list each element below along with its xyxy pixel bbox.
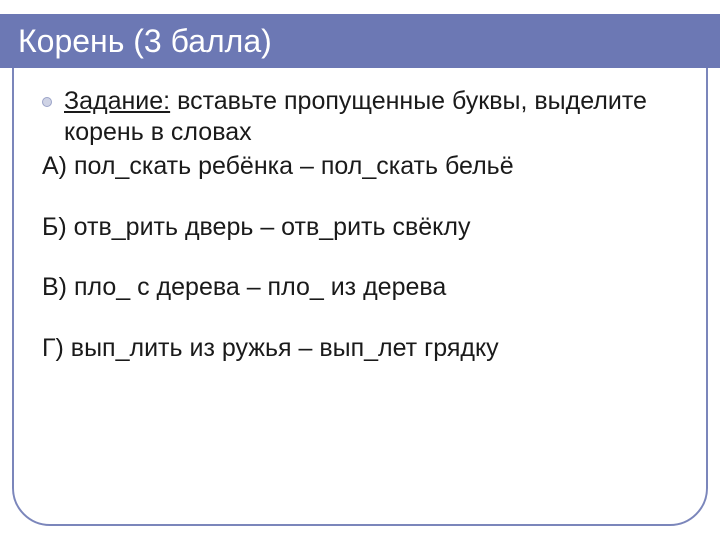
title-bar: Корень (3 балла) <box>0 14 720 68</box>
task-row: Задание: вставьте пропущенные буквы, выд… <box>42 86 690 147</box>
bullet-icon <box>42 86 64 116</box>
content-area: Задание: вставьте пропущенные буквы, выд… <box>42 86 690 363</box>
task-label: Задание: <box>64 87 170 115</box>
list-item: Г) вып_лить из ружья – вып_лет грядку <box>42 333 690 364</box>
item-text: Б) отв_рить дверь – отв_рить свёклу <box>42 213 470 241</box>
list-item: А) пол_скать ребёнка – пол_скать бельё <box>42 151 690 182</box>
item-text: В) пло_ с дерева – пло_ из дерева <box>42 273 446 301</box>
item-text: А) пол_скать ребёнка – пол_скать бельё <box>42 152 514 180</box>
list-item: Б) отв_рить дверь – отв_рить свёклу <box>42 212 690 243</box>
task-text: Задание: вставьте пропущенные буквы, выд… <box>64 86 690 147</box>
slide-title: Корень (3 балла) <box>18 23 272 60</box>
slide: Корень (3 балла) Задание: вставьте пропу… <box>0 0 720 540</box>
list-item: В) пло_ с дерева – пло_ из дерева <box>42 272 690 303</box>
item-text: Г) вып_лить из ружья – вып_лет грядку <box>42 334 499 362</box>
